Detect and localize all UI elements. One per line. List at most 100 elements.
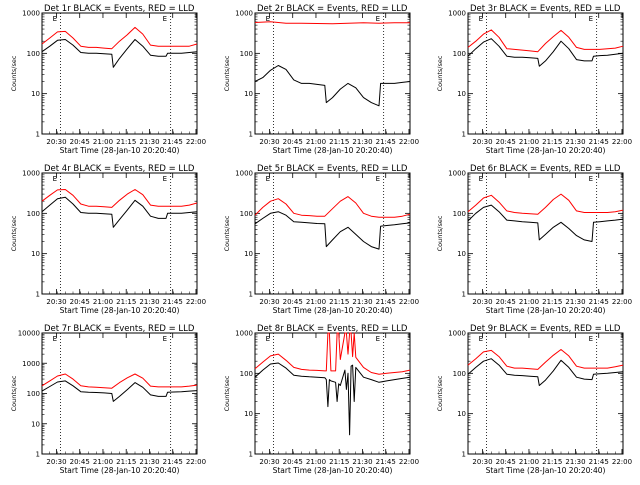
x-tick-label: 21:30 bbox=[139, 458, 159, 466]
panel-title: Det 3r BLACK = Events, RED = LLD bbox=[470, 4, 621, 14]
y-tick-label: 1 bbox=[462, 291, 466, 299]
x-tick-label: 20:30 bbox=[46, 458, 66, 466]
x-tick-label: 21:45 bbox=[163, 138, 183, 146]
x-tick-label: 22:00 bbox=[399, 298, 419, 306]
x-tick-label: 21:30 bbox=[139, 138, 159, 146]
y-tick-label: 10 bbox=[457, 90, 466, 98]
y-tick-label: 1000 bbox=[448, 10, 466, 18]
x-tick-label: 21:30 bbox=[139, 298, 159, 306]
event-flag-label: E bbox=[376, 335, 380, 343]
axes-frame bbox=[467, 332, 624, 455]
y-tick-label: 10 bbox=[31, 90, 40, 98]
x-tick-label: 20:45 bbox=[283, 138, 303, 146]
event-flag-label: E bbox=[479, 15, 483, 23]
y-tick-label: 100 bbox=[453, 210, 466, 218]
x-axis-label: Start Time (28-Jan-10 20:20:40) bbox=[273, 306, 393, 315]
y-tick-label: 10 bbox=[457, 250, 466, 258]
panel-title: Det 2r BLACK = Events, RED = LLD bbox=[257, 4, 408, 14]
y-tick-label: 100 bbox=[240, 370, 253, 378]
series-lld bbox=[41, 26, 198, 50]
x-tick-label: 20:45 bbox=[283, 298, 303, 306]
series-events bbox=[467, 38, 624, 67]
y-axis-label: Counts/sec bbox=[10, 215, 18, 251]
x-tick-label: 20:30 bbox=[46, 298, 66, 306]
x-tick-label: 22:00 bbox=[186, 458, 206, 466]
y-tick-label: 10 bbox=[31, 250, 40, 258]
y-tick-label: 10 bbox=[244, 250, 253, 258]
y-tick-label: 1 bbox=[462, 451, 466, 459]
x-tick-label: 21:30 bbox=[352, 298, 372, 306]
panel-title: Det 6r BLACK = Events, RED = LLD bbox=[470, 164, 621, 174]
x-tick-label: 21:15 bbox=[542, 458, 562, 466]
series-events bbox=[254, 362, 411, 436]
x-tick-label: 21:00 bbox=[306, 138, 326, 146]
y-tick-label: 100 bbox=[453, 50, 466, 58]
axes-frame bbox=[41, 172, 198, 295]
x-tick-label: 20:30 bbox=[259, 138, 279, 146]
panel-title: Det 5r BLACK = Events, RED = LLD bbox=[257, 164, 408, 174]
x-tick-label: 21:45 bbox=[589, 458, 609, 466]
panel-det-7r: Det 7r BLACK = Events, RED = LLD 1 10 100 10… bbox=[10, 324, 206, 475]
panel-det-8r: Det 8r BLACK = Events, RED = LLD 1 10 100 10… bbox=[223, 324, 419, 475]
x-tick-label: 20:30 bbox=[259, 298, 279, 306]
panel-det-2r: Det 2r BLACK = Events, RED = LLD 1 10 100 10… bbox=[223, 4, 419, 155]
x-axis-label: Start Time (28-Jan-10 20:20:40) bbox=[486, 146, 606, 155]
x-tick-label: 20:45 bbox=[496, 298, 516, 306]
y-tick-label: 10 bbox=[457, 410, 466, 418]
axes-frame bbox=[467, 12, 624, 135]
y-tick-label: 100 bbox=[240, 210, 253, 218]
x-tick-label: 21:15 bbox=[329, 298, 349, 306]
x-tick-label: 21:15 bbox=[542, 138, 562, 146]
event-flag-label: E bbox=[479, 335, 483, 343]
x-tick-label: 20:45 bbox=[70, 458, 90, 466]
y-tick-label: 100 bbox=[27, 50, 40, 58]
x-tick-label: 22:00 bbox=[186, 298, 206, 306]
y-tick-label: 1 bbox=[462, 131, 466, 139]
event-flag-label: E bbox=[163, 335, 167, 343]
axes-frame bbox=[254, 332, 411, 455]
x-axis-label: Start Time (28-Jan-10 20:20:40) bbox=[60, 306, 180, 315]
axes-frame bbox=[254, 172, 411, 295]
x-tick-label: 21:00 bbox=[519, 138, 539, 146]
series-lld bbox=[467, 193, 624, 215]
event-flag-label: E bbox=[266, 335, 270, 343]
series-lld bbox=[41, 189, 198, 208]
x-tick-label: 21:00 bbox=[306, 458, 326, 466]
x-tick-label: 21:45 bbox=[376, 458, 396, 466]
event-flag-label: E bbox=[266, 175, 270, 183]
y-axis-label: Counts/sec bbox=[436, 375, 444, 411]
series-events bbox=[254, 211, 411, 250]
x-tick-label: 20:30 bbox=[472, 458, 492, 466]
event-flag-label: E bbox=[589, 175, 593, 183]
x-tick-label: 21:00 bbox=[93, 138, 113, 146]
x-axis-label: Start Time (28-Jan-10 20:20:40) bbox=[486, 306, 606, 315]
x-axis-label: Start Time (28-Jan-10 20:20:40) bbox=[273, 466, 393, 475]
y-tick-label: 100 bbox=[27, 210, 40, 218]
event-flag-label: E bbox=[163, 15, 167, 23]
x-tick-label: 21:00 bbox=[519, 458, 539, 466]
panel-det-6r: Det 6r BLACK = Events, RED = LLD 1 10 100 10… bbox=[436, 164, 632, 315]
series-events bbox=[41, 39, 198, 68]
series-lld bbox=[467, 349, 624, 370]
event-flag-label: E bbox=[479, 175, 483, 183]
panel-title: Det 9r BLACK = Events, RED = LLD bbox=[470, 324, 621, 334]
y-tick-label: 1000 bbox=[22, 170, 40, 178]
x-tick-label: 21:15 bbox=[116, 458, 136, 466]
y-tick-label: 1000 bbox=[235, 170, 253, 178]
x-axis-label: Start Time (28-Jan-10 20:20:40) bbox=[273, 146, 393, 155]
y-axis-label: Counts/sec bbox=[223, 215, 231, 251]
y-tick-label: 10 bbox=[244, 90, 253, 98]
event-flag-label: E bbox=[163, 175, 167, 183]
axes-frame bbox=[467, 172, 624, 295]
panel-title: Det 7r BLACK = Events, RED = LLD bbox=[44, 324, 195, 334]
event-flag-label: E bbox=[266, 15, 270, 23]
event-flag-label: E bbox=[376, 175, 380, 183]
panel-title: Det 4r BLACK = Events, RED = LLD bbox=[44, 164, 195, 174]
panel-det-9r: Det 9r BLACK = Events, RED = LLD 1 10 100 10… bbox=[436, 324, 632, 475]
x-tick-label: 22:00 bbox=[612, 298, 632, 306]
panel-det-5r: Det 5r BLACK = Events, RED = LLD 1 10 100 10… bbox=[223, 164, 419, 315]
y-tick-label: 100 bbox=[453, 370, 466, 378]
panel-det-1r: Det 1r BLACK = Events, RED = LLD 1 10 100 10… bbox=[10, 4, 206, 155]
y-tick-label: 1 bbox=[249, 131, 253, 139]
